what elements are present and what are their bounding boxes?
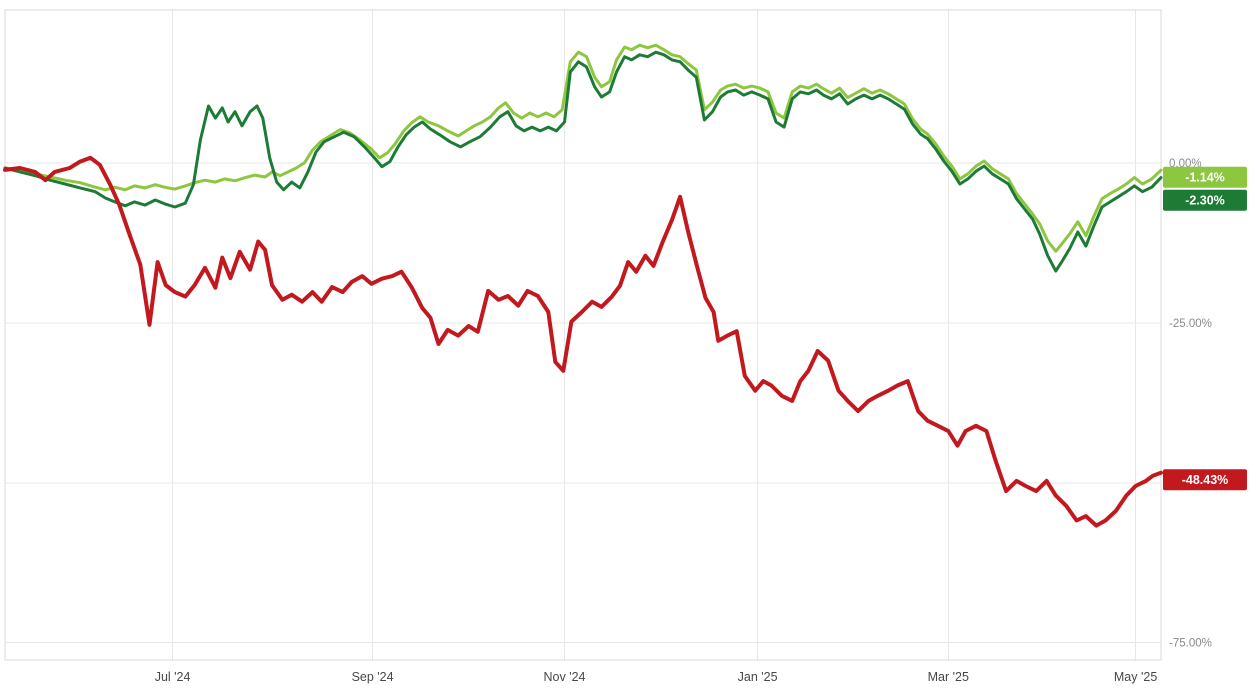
value-badge-red: -48.43%: [1163, 469, 1247, 491]
y-axis-label: -75.00%: [1169, 638, 1212, 650]
x-axis-label: Sep '24: [352, 670, 394, 684]
value-badge-label: -2.30%: [1185, 194, 1225, 208]
series-line-light-green[interactable]: [3, 43, 1163, 253]
x-axis-label: Nov '24: [544, 670, 586, 684]
x-axis-label: May '25: [1114, 670, 1157, 684]
value-badge-rect: [1163, 469, 1247, 491]
x-axis-label: Mar '25: [928, 670, 969, 684]
series-line-red[interactable]: [3, 155, 1163, 528]
series-line-dark-green[interactable]: [3, 50, 1163, 273]
x-axis-label: Jan '25: [738, 670, 778, 684]
value-badge-label: -48.43%: [1182, 473, 1229, 487]
x-axis-label: Jul '24: [155, 670, 191, 684]
value-badge-dark-green: -2.30%: [1163, 189, 1247, 211]
value-badge-rect: [1163, 166, 1247, 188]
value-badge-light-green: -1.14%: [1163, 166, 1247, 188]
value-badge-rect: [1163, 189, 1247, 211]
plot-border: [4, 9, 1162, 661]
value-badge-label: -1.14%: [1185, 171, 1225, 185]
y-axis-label: -25.00%: [1169, 318, 1212, 330]
